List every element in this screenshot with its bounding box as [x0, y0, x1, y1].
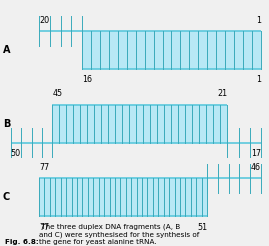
Text: Fig. 6.8:: Fig. 6.8: — [5, 239, 39, 245]
Text: 21: 21 — [217, 89, 227, 98]
Text: 16: 16 — [82, 75, 92, 84]
Bar — [82, 31, 261, 69]
Text: The three duplex DNA fragments (A, B
and C) were synthesised for the synthesis o: The three duplex DNA fragments (A, B and… — [39, 224, 199, 245]
Text: B: B — [3, 119, 10, 129]
Text: 17: 17 — [251, 149, 261, 158]
Bar — [52, 105, 227, 143]
Text: 46: 46 — [251, 163, 261, 172]
Text: A: A — [3, 45, 10, 55]
Text: 50: 50 — [11, 149, 21, 158]
Text: 77: 77 — [39, 163, 49, 172]
Text: 1: 1 — [256, 75, 261, 84]
Text: 20: 20 — [39, 15, 49, 25]
Text: 51: 51 — [197, 223, 207, 232]
Bar — [39, 178, 207, 216]
Text: 45: 45 — [52, 89, 63, 98]
Text: C: C — [3, 192, 10, 202]
Text: 1: 1 — [256, 15, 261, 25]
Text: 77: 77 — [39, 223, 49, 232]
